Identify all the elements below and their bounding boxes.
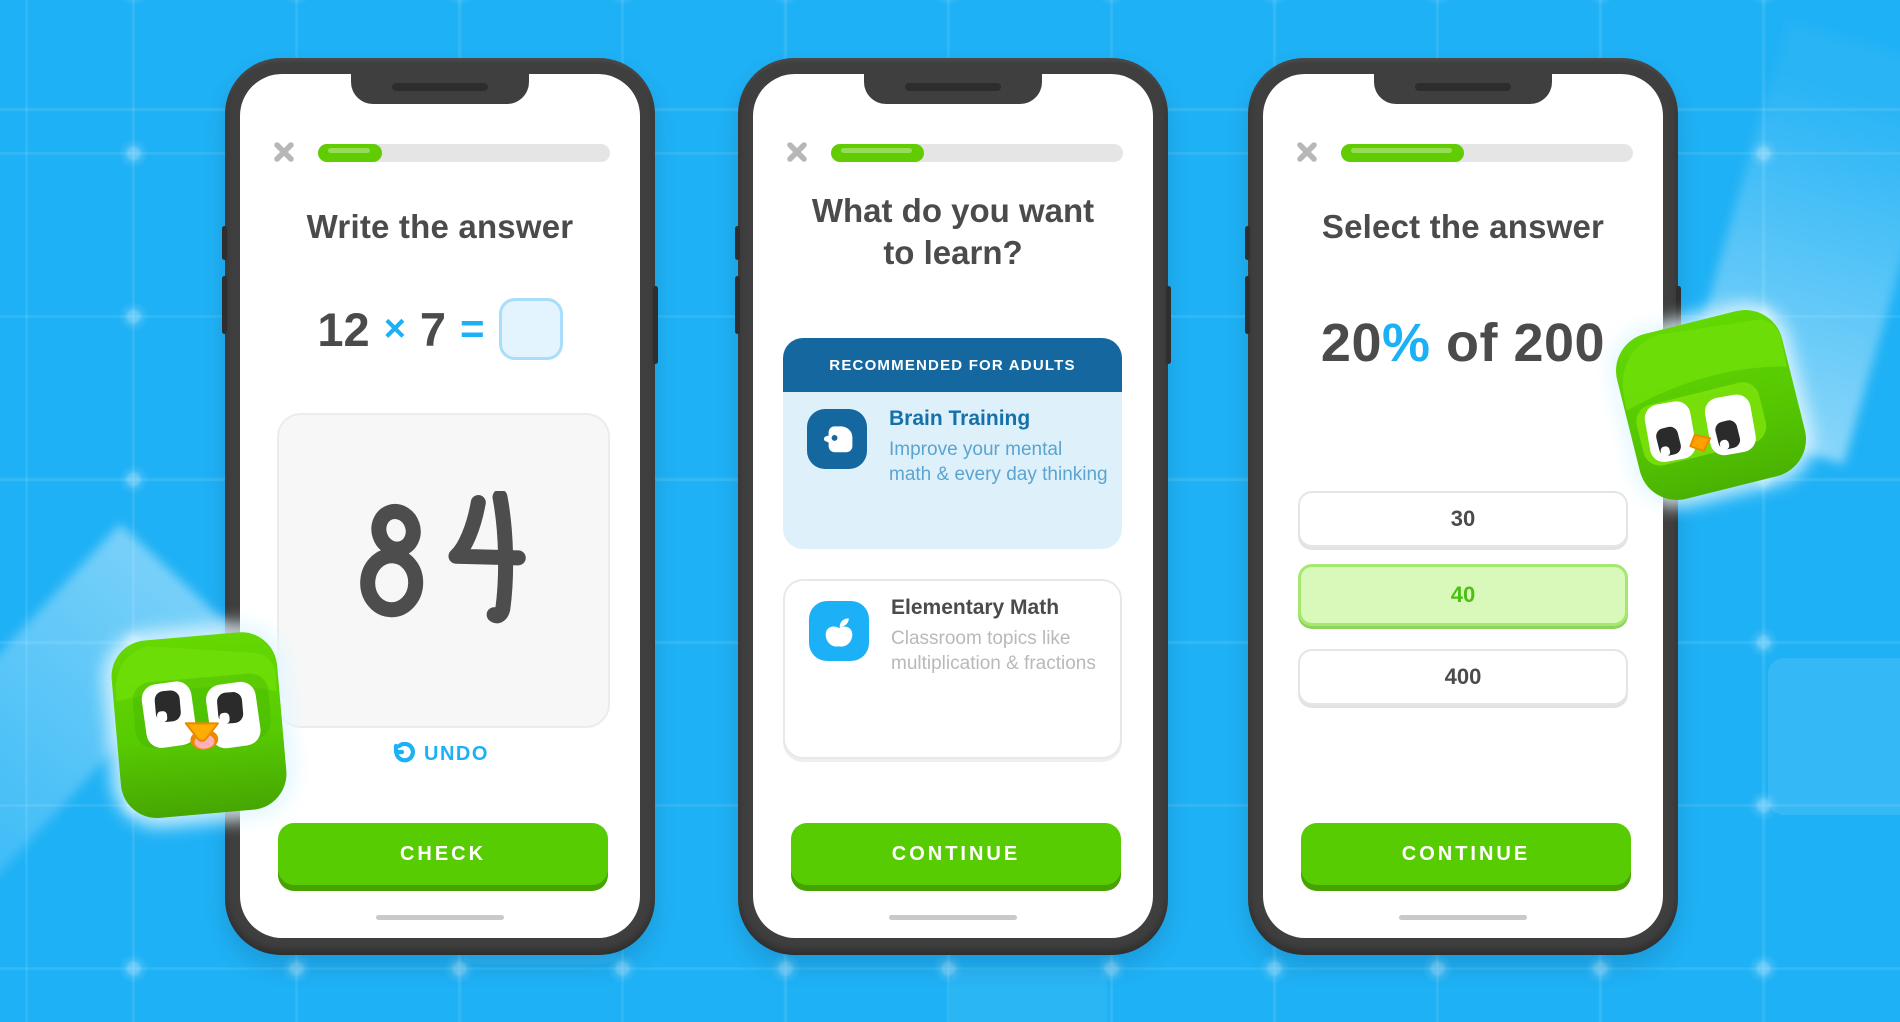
- phone-screen: What do you want to learn? RECOMMENDED F…: [753, 74, 1153, 938]
- math-equation: 12 × 7 =: [240, 298, 640, 360]
- course-card-brain-training[interactable]: Brain Training Improve your mental math …: [783, 392, 1122, 549]
- question-value: 20: [1320, 313, 1382, 373]
- progress-bar: [831, 144, 1123, 162]
- page-title: Write the answer: [306, 208, 574, 245]
- undo-label: UNDO: [424, 742, 489, 765]
- volume-button: [735, 226, 740, 260]
- page-title-line1: What do you want: [811, 192, 1095, 229]
- brain-head-icon: [807, 409, 867, 469]
- handwriting-canvas[interactable]: 84: [277, 413, 610, 728]
- home-indicator: [376, 915, 504, 920]
- progress-bar: [318, 144, 610, 162]
- volume-button: [1245, 226, 1250, 260]
- card-text: Elementary Math Classroom topics like mu…: [891, 596, 1111, 676]
- speaker-grille: [1415, 83, 1511, 91]
- page-title-line2: to learn?: [883, 234, 1023, 271]
- check-button[interactable]: CHECK: [278, 823, 608, 885]
- answer-option-selected[interactable]: 40: [1298, 564, 1628, 626]
- equation-operand1: 12: [317, 302, 370, 356]
- volume-button: [1245, 276, 1250, 334]
- question-text: 20% of 200: [1263, 312, 1663, 374]
- page-title: Select the answer: [1321, 208, 1605, 245]
- speaker-grille: [905, 83, 1001, 91]
- equals-icon: =: [460, 305, 485, 352]
- apple-icon: [809, 601, 869, 661]
- recommended-banner: RECOMMENDED FOR ADULTS: [783, 338, 1122, 392]
- card-description: Classroom topics like multiplication & f…: [891, 628, 1096, 674]
- power-button: [1166, 286, 1171, 364]
- undo-button[interactable]: UNDO: [240, 742, 640, 766]
- answer-option[interactable]: 400: [1298, 649, 1628, 705]
- power-button: [1676, 286, 1681, 364]
- phone-notch: [1374, 74, 1552, 104]
- continue-button[interactable]: CONTINUE: [1301, 823, 1631, 885]
- close-icon[interactable]: [270, 138, 298, 166]
- card-title: Brain Training: [889, 407, 1031, 430]
- volume-button: [222, 226, 227, 260]
- phone-screen: Select the answer 20% of 200 30 40 400 C…: [1263, 74, 1663, 938]
- progress-fill: [318, 144, 383, 162]
- handwriting-value: 84: [279, 415, 280, 416]
- background-tile: [950, 970, 1107, 1022]
- volume-button: [735, 276, 740, 334]
- phone-notch: [351, 74, 529, 104]
- question-rest: of 200: [1430, 313, 1606, 373]
- phone-select-answer: Select the answer 20% of 200 30 40 400 C…: [1245, 58, 1681, 955]
- phone-write-answer: Write the answer 12 × 7 = 84 UNDO: [222, 58, 658, 955]
- progress-fill: [831, 144, 925, 162]
- multiply-icon: ×: [383, 307, 406, 350]
- handwritten-digits: [360, 491, 526, 624]
- progress-fill: [1341, 144, 1464, 162]
- home-indicator: [1399, 915, 1527, 920]
- page-title: What do you want to learn?: [753, 190, 1153, 274]
- phone-screen: Write the answer 12 × 7 = 84 UNDO: [240, 74, 640, 938]
- power-button: [653, 286, 658, 364]
- background-tile: [1768, 658, 1900, 815]
- home-indicator: [889, 915, 1017, 920]
- card-title: Elementary Math: [891, 596, 1060, 619]
- undo-arrow-icon: [393, 742, 416, 763]
- progress-bar: [1341, 144, 1633, 162]
- percent-sign: %: [1381, 313, 1431, 373]
- card-description: Improve your mental math & every day thi…: [889, 439, 1108, 485]
- answer-option[interactable]: 30: [1298, 491, 1628, 547]
- card-text: Brain Training Improve your mental math …: [889, 407, 1109, 487]
- close-icon[interactable]: [783, 138, 811, 166]
- phone-notch: [864, 74, 1042, 104]
- equation-operand2: 7: [419, 302, 447, 356]
- close-icon[interactable]: [1293, 138, 1321, 166]
- speaker-grille: [392, 83, 488, 91]
- volume-button: [222, 276, 227, 334]
- phone-choose-course: What do you want to learn? RECOMMENDED F…: [735, 58, 1171, 955]
- answer-input-box[interactable]: [498, 298, 563, 360]
- course-card-elementary-math[interactable]: Elementary Math Classroom topics like mu…: [783, 579, 1122, 759]
- continue-button[interactable]: CONTINUE: [791, 823, 1121, 885]
